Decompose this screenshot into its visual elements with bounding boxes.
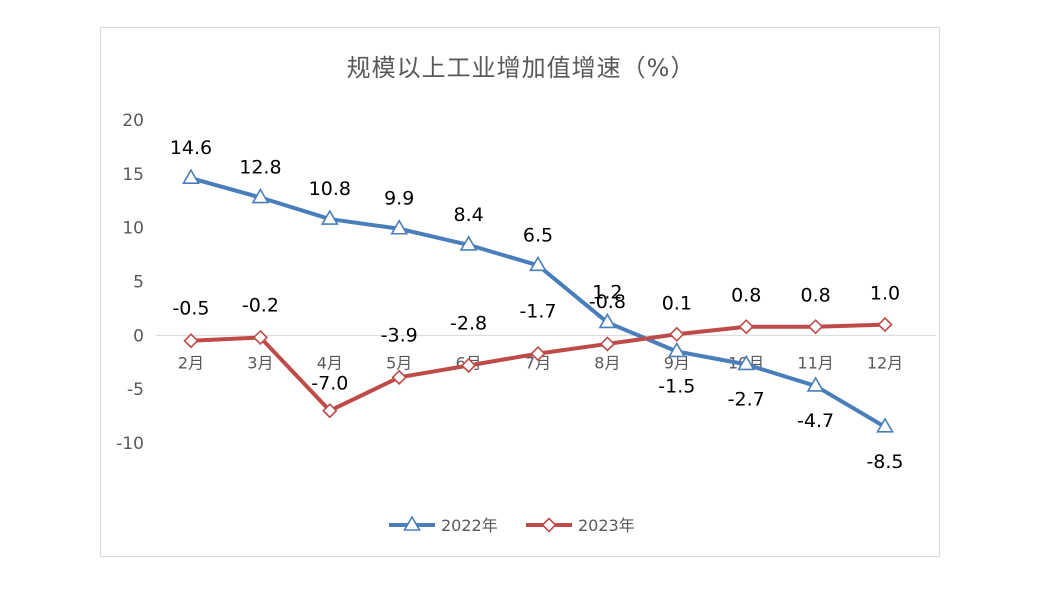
data-point-marker <box>183 333 199 349</box>
legend-label: 2023年 <box>578 516 635 535</box>
data-label: 14.6 <box>170 137 212 159</box>
x-tick-label: 12月 <box>867 353 903 372</box>
data-label: 8.4 <box>453 204 483 226</box>
data-point-marker <box>737 354 756 371</box>
legend-item: 2022年 <box>389 515 498 535</box>
data-point-marker <box>459 235 478 251</box>
legend: 2022年 2023年 <box>389 515 635 535</box>
data-point-marker <box>391 369 407 385</box>
x-tick-label: 8月 <box>594 353 620 372</box>
data-label: -0.2 <box>242 294 279 316</box>
y-tick-label: -5 <box>127 380 144 400</box>
x-tick-label: 4月 <box>317 353 343 372</box>
data-label: 0.8 <box>800 285 830 307</box>
series-layer <box>182 168 894 433</box>
chart-title: 规模以上工业增加值增速（%） <box>347 54 696 82</box>
x-tick-label: 2月 <box>178 353 204 372</box>
data-label: -0.5 <box>172 298 209 320</box>
data-label: -2.8 <box>450 312 487 334</box>
x-tick-label: 11月 <box>797 353 833 372</box>
data-label: -8.5 <box>866 451 903 473</box>
data-labels: 14.6 12.8 10.8 9.9 8.4 6.5 1.2 -1.5 -2.7 -4.7 -8.5… <box>170 137 904 473</box>
data-point-marker <box>529 255 547 272</box>
data-point-marker <box>807 319 824 335</box>
data-point-marker <box>669 326 685 342</box>
data-point-marker <box>667 341 686 358</box>
x-tick-label: 7月 <box>525 353 551 372</box>
series-2023 <box>183 316 893 419</box>
line-chart: 规模以上工业增加值增速（%） 20151050-5-102月3月4月5月6月7月… <box>116 54 936 535</box>
data-point-marker <box>251 187 270 204</box>
x-tick-label: 9月 <box>664 353 690 372</box>
data-label: 1.2 <box>592 281 622 303</box>
data-point-marker <box>320 209 339 225</box>
data-point-marker <box>738 319 754 335</box>
data-point-marker <box>390 219 409 235</box>
data-label: 10.8 <box>309 178 351 200</box>
data-point-marker <box>182 168 200 184</box>
x-tick-label: 3月 <box>247 353 273 372</box>
y-tick-label: -10 <box>116 434 144 454</box>
data-point-marker <box>599 336 616 352</box>
data-point-marker <box>598 312 617 329</box>
y-tick-label: 5 <box>133 273 144 293</box>
data-label: -3.9 <box>381 324 418 346</box>
legend-marker <box>541 517 557 533</box>
x-tick-label: 5月 <box>386 353 412 372</box>
data-label: -1.7 <box>519 301 556 323</box>
data-point-marker <box>877 316 893 333</box>
data-label: -7.0 <box>311 373 348 395</box>
data-point-marker <box>252 329 269 346</box>
data-label: 0.1 <box>662 292 692 314</box>
data-point-marker <box>322 403 338 419</box>
y-tick-label: 15 <box>122 165 144 185</box>
legend-label: 2022年 <box>441 516 498 535</box>
data-point-marker <box>876 417 894 433</box>
data-label: -4.7 <box>797 410 834 432</box>
data-label: 6.5 <box>523 224 553 246</box>
legend-item: 2023年 <box>526 516 635 535</box>
y-tick-label: 0 <box>133 326 144 346</box>
data-point-marker <box>530 346 546 362</box>
series-2022 <box>182 168 894 433</box>
data-label: 0.8 <box>731 285 761 307</box>
data-point-marker <box>460 357 477 374</box>
data-label: -1.5 <box>658 375 695 397</box>
data-label: -2.7 <box>728 388 765 410</box>
data-label: 12.8 <box>239 157 281 179</box>
data-label: -0.8 <box>589 291 626 313</box>
y-tick-label: 10 <box>122 219 144 239</box>
data-point-marker <box>806 376 825 392</box>
chart-frame: 规模以上工业增加值增速（%） 20151050-5-102月3月4月5月6月7月… <box>100 27 940 557</box>
y-tick-label: 20 <box>122 111 144 131</box>
data-label: 9.9 <box>384 188 414 210</box>
legend-marker <box>403 515 421 531</box>
data-label: 1.0 <box>870 283 900 305</box>
